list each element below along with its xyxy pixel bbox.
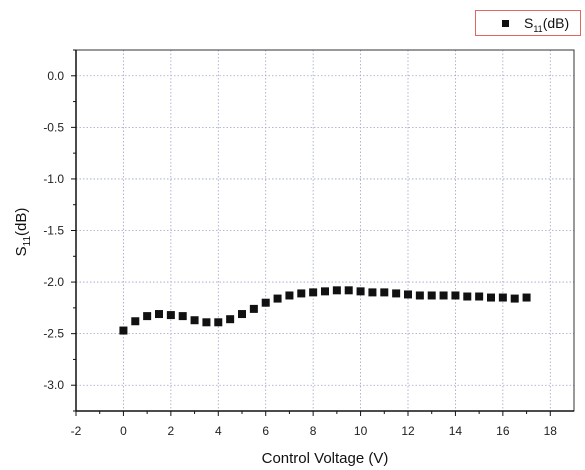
data-point — [155, 310, 163, 319]
legend: S11(dB) — [475, 10, 581, 36]
data-point — [273, 294, 282, 303]
x-axis-title: Control Voltage (V) — [262, 450, 389, 467]
data-point — [321, 287, 329, 296]
data-point — [285, 291, 294, 300]
x-tick-label: 6 — [262, 424, 269, 438]
data-point — [332, 286, 341, 295]
data-point — [356, 287, 365, 296]
x-tick-label: 18 — [544, 424, 558, 438]
data-point — [249, 304, 258, 313]
x-tick-label: 0 — [120, 424, 127, 438]
data-point — [475, 292, 484, 301]
x-tick-label: 4 — [215, 424, 222, 438]
data-point — [510, 294, 519, 303]
grid — [76, 50, 574, 411]
data-points — [119, 286, 531, 335]
y-tick-label: -1.0 — [43, 172, 64, 186]
data-point — [202, 318, 211, 327]
data-point — [226, 315, 235, 324]
data-point — [166, 311, 175, 320]
legend-label: S11(dB) — [524, 15, 570, 34]
y-tick-label: -2.5 — [43, 327, 64, 341]
data-point — [261, 298, 270, 307]
data-point — [463, 292, 472, 301]
data-point — [309, 288, 318, 297]
x-tick-label: 8 — [310, 424, 317, 438]
y-tick-label: -0.5 — [43, 120, 64, 134]
data-point — [415, 291, 424, 300]
data-point — [131, 317, 140, 326]
data-point — [214, 318, 223, 327]
data-point — [404, 290, 412, 299]
data-point — [487, 293, 495, 302]
data-point — [190, 316, 199, 325]
data-point — [498, 293, 507, 302]
data-point — [238, 310, 246, 319]
data-point — [380, 288, 389, 297]
data-point — [297, 289, 306, 298]
legend-marker — [502, 20, 509, 27]
x-tick-label: 12 — [401, 424, 415, 438]
y-axis-title: S11(dB) — [13, 208, 33, 257]
data-point — [392, 289, 401, 298]
x-tick-label: -2 — [71, 424, 82, 438]
data-point — [439, 291, 448, 300]
y-tick-label: -2.0 — [43, 275, 64, 289]
data-point — [178, 312, 187, 321]
data-point — [427, 291, 436, 300]
data-point — [344, 286, 353, 295]
y-tick-label: -1.5 — [43, 224, 64, 238]
data-point — [522, 293, 531, 302]
data-point — [451, 291, 460, 300]
x-tick-label: 14 — [449, 424, 463, 438]
data-point — [119, 326, 128, 335]
x-tick-label: 2 — [168, 424, 175, 438]
tick-labels: -2 0 2 4 6 8 10 12 14 16 18 0.0 -0.5 -1.0 -1.5 -2.0 -2.5… — [43, 69, 557, 438]
data-point — [368, 288, 377, 297]
x-tick-label: 16 — [496, 424, 510, 438]
data-point — [143, 312, 152, 321]
y-tick-label: 0.0 — [47, 69, 64, 83]
y-tick-label: -3.0 — [43, 378, 64, 392]
ticks — [71, 49, 551, 416]
x-tick-label: 10 — [354, 424, 368, 438]
